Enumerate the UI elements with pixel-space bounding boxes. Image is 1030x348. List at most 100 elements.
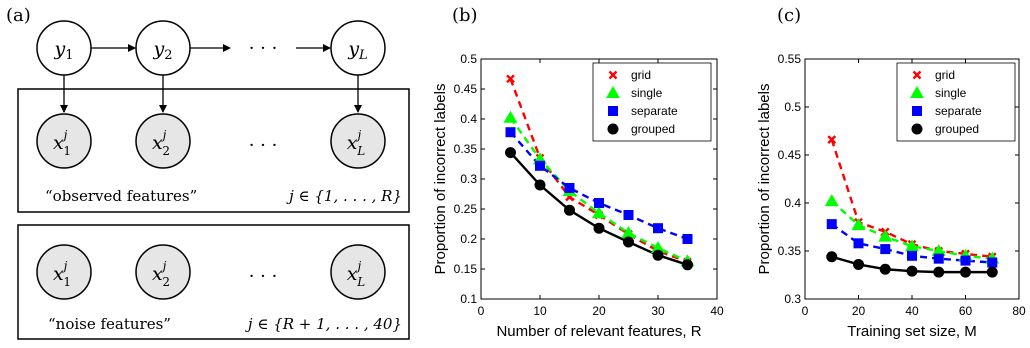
chart-b: (b) 0 10 20 30 40 0.1 0.15 0.2 0.25 0.3 0.35 0.4 0.45… (432, 5, 724, 340)
legend: grid single separate grouped (592, 62, 712, 142)
y-tick-label: 0.1 (460, 292, 477, 306)
legend-marker-single (910, 86, 924, 98)
point-single (621, 226, 636, 238)
noise-features-plate (17, 224, 410, 340)
svg-text:xj2: xj 2 (152, 259, 170, 289)
svg-text:xj1: xj 1 (53, 128, 71, 158)
point-grouped (505, 147, 516, 159)
y-tick-label: 0.2 (460, 232, 477, 246)
point-grouped (986, 266, 998, 278)
y-tick-label: 0.5 (460, 52, 477, 66)
y-axis-label: Proportion of incorrect labels (432, 84, 449, 275)
legend-marker-grid (912, 70, 922, 80)
legend-label-grouped: grouped (935, 122, 979, 136)
y-tick-label: 0.45 (778, 148, 802, 162)
point-separate (853, 238, 864, 249)
legend-marker-grid (608, 70, 618, 80)
point-separate (933, 253, 944, 264)
x-tick-label: 10 (533, 304, 547, 318)
chart-panel-label: (c) (777, 5, 801, 26)
legend-label-single: single (631, 86, 663, 100)
svg-text:xj2: xj 2 (152, 128, 170, 158)
point-separate (987, 257, 998, 268)
legend-label-single: single (935, 86, 967, 100)
x-axis-label: Number of relevant features, R (496, 323, 701, 340)
observed-index-range: j ∈ {1, . . . , R} (286, 187, 402, 205)
y-tick-label: 0.35 (454, 142, 478, 156)
point-separate (505, 127, 516, 138)
observed-node-x1: xj 1 (36, 113, 92, 169)
point-single (824, 194, 839, 207)
legend-label-separate: separate (935, 104, 982, 118)
noise-node-xL: xj L (330, 244, 386, 300)
point-separate (653, 223, 663, 234)
point-grouped (682, 259, 693, 271)
x-tick-label: 80 (1012, 304, 1026, 318)
legend-label-separate: separate (631, 104, 678, 118)
chain-dots: · · · (249, 38, 278, 59)
legend-label-grid: grid (631, 68, 651, 82)
point-grouped (623, 236, 634, 248)
point-grouped (906, 265, 918, 277)
node-y1: y1 (36, 20, 92, 76)
point-separate (564, 183, 575, 193)
observed-node-x2: xj 2 (135, 113, 191, 169)
x-tick-label: 40 (710, 304, 724, 318)
x-tick-label: 30 (651, 304, 665, 318)
point-grouped (853, 258, 864, 270)
x-tick-label: 20 (592, 304, 606, 318)
point-single (851, 218, 866, 231)
legend-marker-separate (912, 106, 922, 116)
legend-label-grouped: grouped (631, 122, 675, 136)
chart-c: (c) 0 20 40 60 80 0.3 0.35 0.4 0.45 0.5 0.55 Trainin… (756, 5, 1026, 340)
point-grouped (879, 263, 891, 275)
legend: grid single separate grouped (896, 62, 1016, 142)
point-separate (535, 160, 545, 171)
y-axis-label: Proportion of incorrect labels (756, 84, 773, 275)
point-grouped (933, 266, 945, 278)
point-grouped (564, 204, 575, 216)
y-tick-label: 0.35 (778, 244, 802, 258)
legend-marker-single (606, 86, 620, 98)
y-tick-label: 0.3 (784, 292, 801, 306)
chart-panel-label: (b) (452, 5, 478, 26)
observed-features-plate (17, 88, 410, 213)
point-single (878, 229, 893, 242)
point-separate (594, 198, 604, 208)
point-single (905, 239, 919, 252)
point-separate (907, 250, 917, 261)
legend-marker-separate (608, 106, 618, 116)
noise-node-x2: xj 2 (135, 244, 191, 300)
point-separate (960, 255, 971, 266)
noise-index-range: j ∈ {R + 1, . . . , 40} (245, 315, 402, 333)
panel-a-label: (a) (6, 5, 31, 26)
x-tick-label: 20 (852, 304, 866, 318)
point-single (651, 241, 665, 253)
svg-text:xjL: xj L (347, 128, 365, 158)
y-tick-label: 0.45 (454, 82, 478, 96)
y-tick-label: 0.5 (784, 100, 801, 114)
x-tick-label: 40 (905, 304, 919, 318)
y-tick-label: 0.55 (778, 52, 802, 66)
point-separate (623, 210, 634, 220)
legend-marker-grouped (607, 123, 619, 135)
legend-label-grid: grid (935, 68, 955, 82)
point-grouped (593, 222, 605, 234)
observed-features-caption: “observed features” (45, 187, 197, 205)
observed-node-xL: xj L (330, 113, 386, 169)
point-grid (827, 135, 837, 144)
point-single (592, 206, 606, 219)
y-tick-label: 0.25 (454, 202, 478, 216)
point-grouped (534, 179, 546, 191)
noise-node-x1: xj 1 (36, 244, 92, 300)
node-y2: y2 (135, 20, 191, 76)
point-separate (682, 234, 693, 244)
point-grouped (652, 249, 664, 261)
x-tick-label: 0 (478, 304, 485, 318)
point-single (503, 110, 518, 123)
x-tick-label: 60 (959, 304, 973, 318)
x-tick-label: 0 (802, 304, 809, 318)
node-yL: yL (330, 20, 386, 76)
y-tick-label: 0.3 (460, 172, 477, 186)
